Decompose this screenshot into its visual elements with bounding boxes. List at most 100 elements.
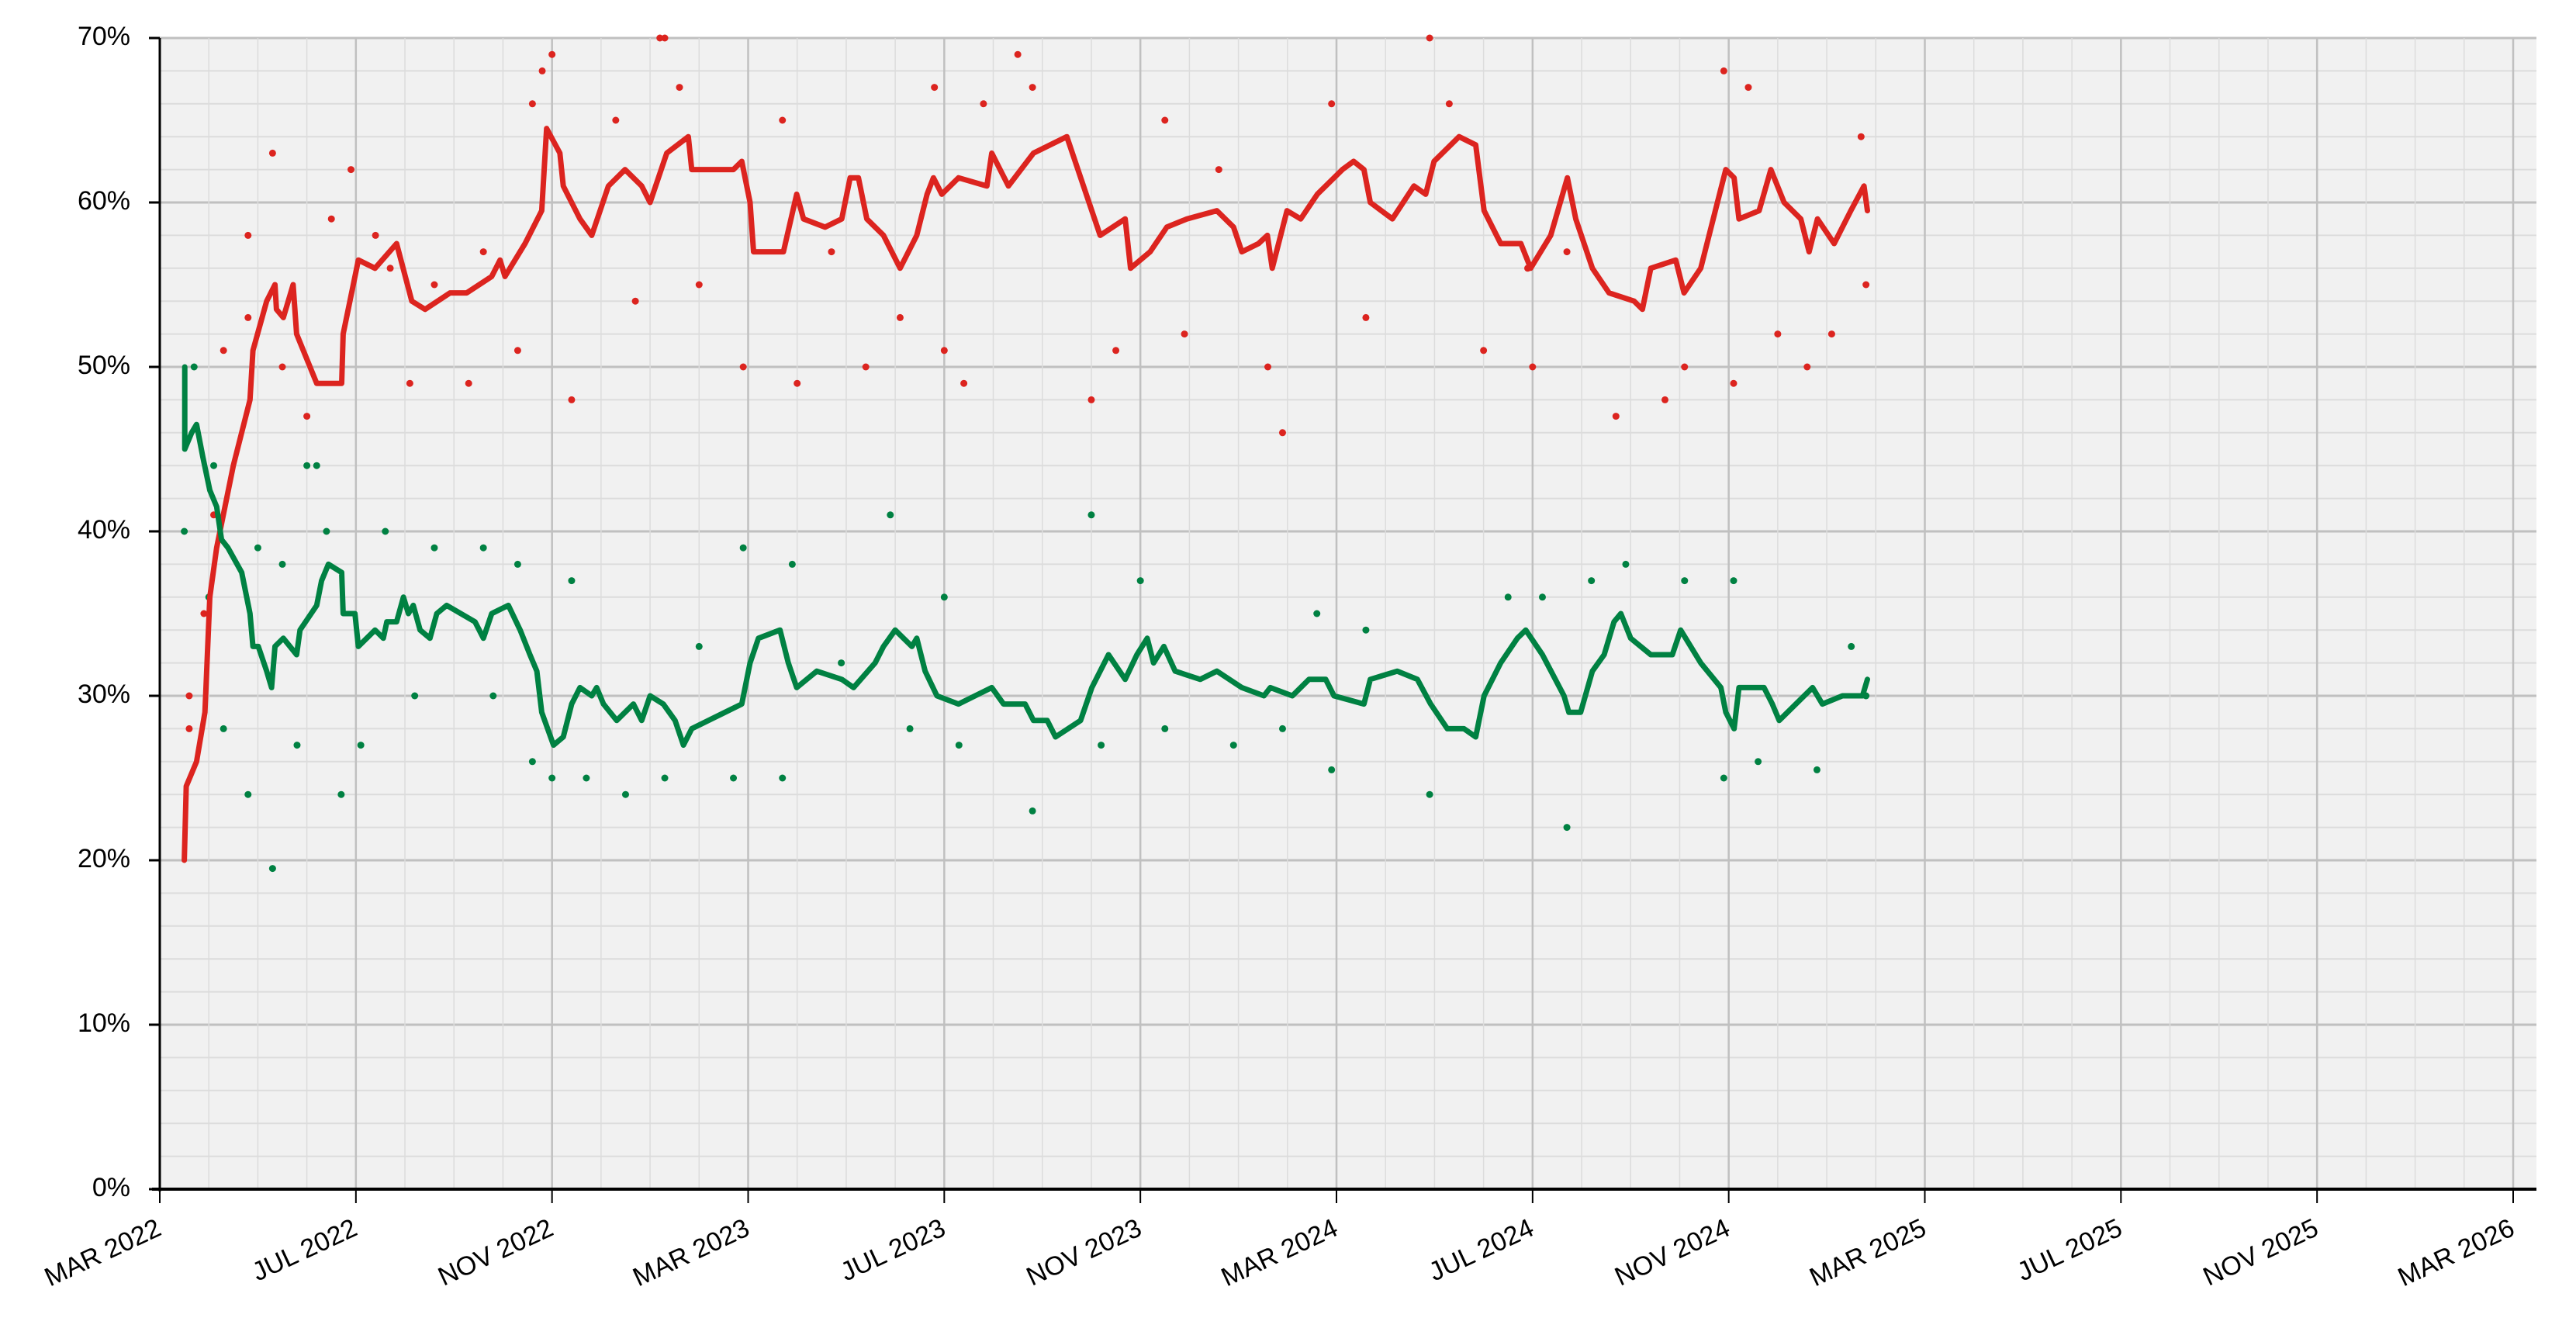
series-green-poll-point: [1622, 560, 1630, 568]
series-red-poll-point: [1857, 133, 1865, 140]
series-green-poll-point: [1504, 593, 1512, 601]
series-red-poll-point: [1426, 34, 1433, 42]
series-green-poll-point: [1538, 593, 1546, 601]
series-green-poll-point: [513, 560, 521, 568]
series-red-poll-point: [1278, 429, 1286, 437]
series-red-poll-point: [200, 610, 208, 617]
series-green-poll-point: [1098, 742, 1105, 749]
series-red-poll-point: [1362, 313, 1370, 321]
series-red-poll-point: [430, 281, 438, 289]
series-green-poll-point: [788, 560, 796, 568]
series-red-poll-point: [1264, 363, 1272, 371]
series-green: [181, 363, 1870, 873]
x-tick-label: JUL 2022: [247, 1213, 361, 1287]
series-green-poll-point: [1136, 577, 1144, 585]
y-tick-label: 0%: [92, 1173, 130, 1202]
series-red-poll-point: [695, 281, 703, 289]
series-red-poll-point: [513, 347, 521, 355]
y-tick-labels: 0% 10% 20% 30% 40% 50% 60% 70%: [78, 22, 160, 1202]
series-red-poll-point: [1215, 166, 1222, 174]
series-green-poll-point: [1848, 642, 1855, 650]
series-red-poll-point: [1181, 330, 1188, 338]
series-green-poll-point: [278, 560, 286, 568]
series-green-trend-line: [182, 364, 1870, 749]
series-red-poll-point: [612, 116, 620, 124]
series-red-poll-point: [568, 396, 576, 403]
series-green-poll-point: [838, 659, 845, 667]
y-tick-label: 40%: [78, 515, 130, 545]
series-red-poll-point: [1014, 50, 1022, 58]
series-red-poll-point: [1480, 347, 1488, 355]
series-green-poll-point: [268, 865, 276, 873]
series-red-poll-point: [372, 231, 379, 239]
series-green-poll-point: [955, 742, 963, 749]
series-red-poll-point: [1862, 281, 1870, 289]
series-green-poll-point: [382, 527, 389, 535]
series-red-poll-point: [960, 379, 968, 387]
series-red-poll-point: [406, 379, 413, 387]
series-red-poll-point: [1161, 116, 1169, 124]
series-red-poll-point: [739, 363, 747, 371]
series-green-poll-point: [661, 774, 669, 782]
x-tick-label: NOV 2023: [1022, 1213, 1146, 1292]
series-green-poll-point: [303, 462, 311, 469]
series-green-poll-point: [323, 527, 330, 535]
series-red-poll-point: [185, 725, 193, 732]
series-red-poll-point: [528, 100, 536, 108]
series-green-poll-point: [1720, 774, 1727, 782]
x-tick-label: MAR 2023: [628, 1213, 754, 1292]
y-tick-label: 30%: [78, 680, 130, 709]
series-green-poll-point: [479, 544, 487, 552]
series-green-poll-point: [528, 758, 536, 766]
series-red-poll-point: [1029, 84, 1036, 92]
y-tick-label: 50%: [78, 351, 130, 380]
x-tick-label: MAR 2026: [2394, 1213, 2519, 1292]
series-red-poll-point: [631, 297, 639, 305]
series-red-poll-point: [1720, 67, 1727, 74]
series-green-poll-point: [568, 577, 576, 585]
series-red-trend-line: [182, 126, 1870, 863]
series-red-poll-point: [465, 379, 472, 387]
y-tick-label: 70%: [78, 22, 130, 51]
series-green-poll-point: [1588, 577, 1596, 585]
series-red-poll-point: [1612, 413, 1620, 420]
series-red-poll-point: [779, 116, 787, 124]
series-red-poll-point: [538, 67, 546, 74]
series-red-poll-point: [185, 692, 193, 700]
series-red-poll-point: [348, 166, 355, 174]
series-red-poll-point: [1803, 363, 1811, 371]
series-red-poll-point: [1827, 330, 1835, 338]
series-green-poll-point: [548, 774, 556, 782]
series-green-poll-point: [190, 363, 198, 371]
y-tick-label: 60%: [78, 186, 130, 216]
series-green-poll-point: [940, 593, 948, 601]
grid: [160, 36, 2536, 1189]
series-green-poll-point: [1730, 577, 1738, 585]
x-tick-label: JUL 2023: [836, 1213, 950, 1287]
series-red-poll-point: [1112, 347, 1120, 355]
x-tick-label: MAR 2022: [40, 1213, 166, 1292]
series-green-poll-point: [244, 790, 252, 798]
series-red-poll-point: [1563, 248, 1571, 256]
series-red: [185, 34, 1870, 732]
series-green-poll-point: [254, 544, 261, 552]
series-red-poll-point: [268, 149, 276, 157]
x-tick-label: NOV 2022: [434, 1213, 558, 1292]
axes: [152, 38, 2536, 1191]
x-tick-label: MAR 2024: [1217, 1213, 1343, 1292]
series-red-poll-point: [479, 248, 487, 256]
series-red-poll-point: [1730, 379, 1738, 387]
series-red-poll-point: [548, 50, 556, 58]
series-red-poll-point: [1328, 100, 1336, 108]
series-green-poll-point: [430, 544, 438, 552]
series-red-poll-point: [828, 248, 835, 256]
series-green-poll-point: [1681, 577, 1689, 585]
series-red-poll-point: [278, 363, 286, 371]
series-green-poll-point: [779, 774, 787, 782]
series-red-poll-point: [794, 379, 801, 387]
series-green-poll-point: [621, 790, 629, 798]
series-green-poll-point: [210, 462, 218, 469]
x-tick-label: JUL 2024: [1424, 1213, 1538, 1287]
series-red-poll-point: [386, 265, 394, 272]
